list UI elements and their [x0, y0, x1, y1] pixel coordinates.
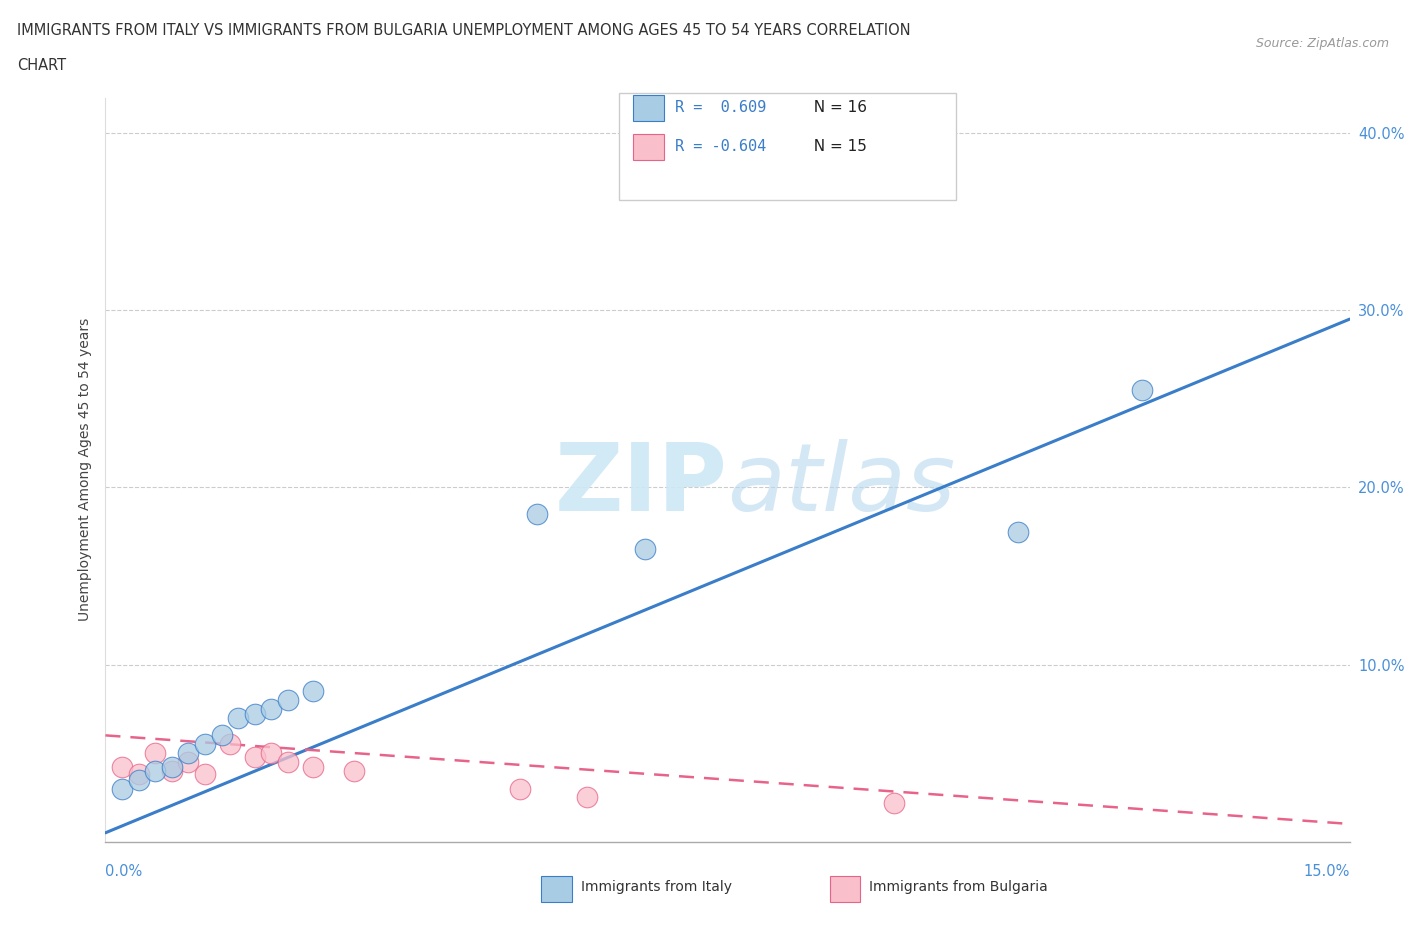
- Point: [143, 746, 166, 761]
- Point: [301, 760, 323, 775]
- Point: [634, 542, 657, 557]
- Point: [243, 707, 266, 722]
- Point: [111, 760, 134, 775]
- Point: [143, 764, 166, 778]
- Text: N = 16: N = 16: [804, 100, 868, 115]
- Text: 15.0%: 15.0%: [1303, 864, 1350, 879]
- Point: [177, 754, 200, 769]
- Text: Immigrants from Italy: Immigrants from Italy: [581, 880, 731, 895]
- Point: [260, 746, 283, 761]
- Point: [1130, 382, 1153, 397]
- Point: [526, 507, 548, 522]
- Point: [301, 684, 323, 698]
- Point: [194, 767, 217, 782]
- Text: R = -0.604: R = -0.604: [675, 140, 766, 154]
- Point: [218, 737, 242, 751]
- Point: [243, 750, 266, 764]
- Point: [111, 781, 134, 796]
- Point: [177, 746, 200, 761]
- Text: Source: ZipAtlas.com: Source: ZipAtlas.com: [1256, 37, 1389, 50]
- Text: atlas: atlas: [728, 439, 956, 530]
- Text: CHART: CHART: [17, 58, 66, 73]
- Point: [277, 693, 299, 708]
- Point: [128, 767, 150, 782]
- Point: [509, 781, 531, 796]
- Point: [883, 795, 905, 810]
- Text: N = 15: N = 15: [804, 140, 868, 154]
- Point: [160, 760, 183, 775]
- Point: [226, 711, 249, 725]
- Text: Immigrants from Bulgaria: Immigrants from Bulgaria: [869, 880, 1047, 895]
- Text: R =  0.609: R = 0.609: [675, 100, 766, 115]
- Text: IMMIGRANTS FROM ITALY VS IMMIGRANTS FROM BULGARIA UNEMPLOYMENT AMONG AGES 45 TO : IMMIGRANTS FROM ITALY VS IMMIGRANTS FROM…: [17, 23, 911, 38]
- Point: [1007, 525, 1029, 539]
- Point: [260, 701, 283, 716]
- Point: [194, 737, 217, 751]
- Point: [160, 764, 183, 778]
- Text: ZIP: ZIP: [555, 439, 728, 530]
- Point: [277, 754, 299, 769]
- Y-axis label: Unemployment Among Ages 45 to 54 years: Unemployment Among Ages 45 to 54 years: [77, 318, 91, 621]
- Point: [575, 790, 598, 804]
- Text: 0.0%: 0.0%: [105, 864, 142, 879]
- Point: [211, 728, 233, 743]
- Point: [128, 772, 150, 787]
- Point: [343, 764, 366, 778]
